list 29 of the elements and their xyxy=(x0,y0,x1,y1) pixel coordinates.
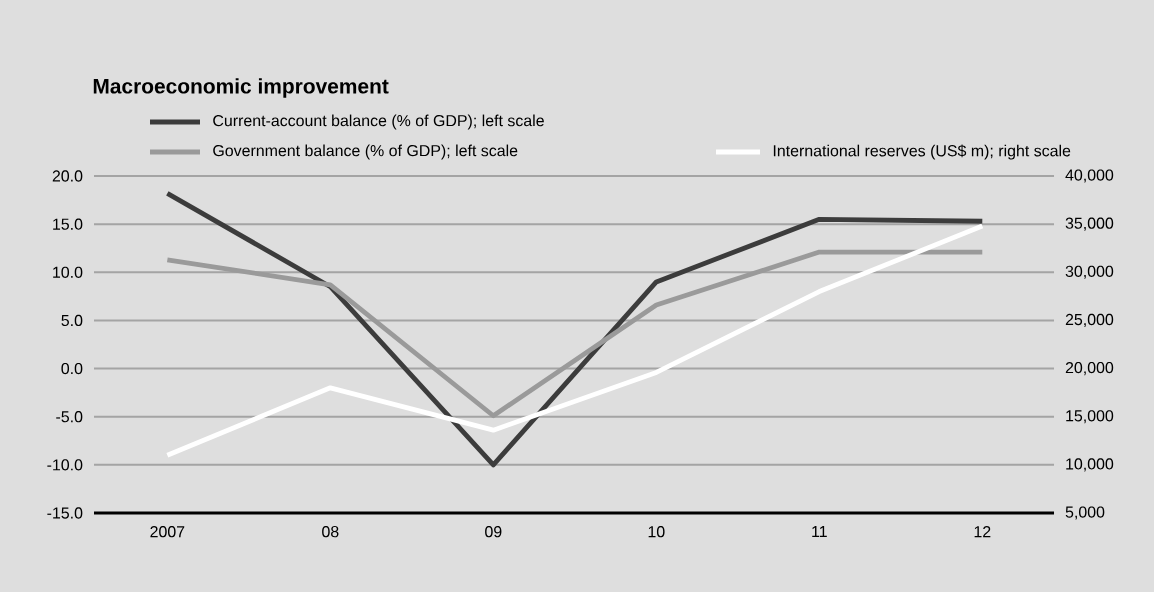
legend-label: Government balance (% of GDP); left scale xyxy=(213,144,518,160)
y-tick-label: 15.0 xyxy=(53,218,83,230)
y2-tick-label: 40,000 xyxy=(1065,169,1114,183)
y-tick-label: -5.0 xyxy=(56,411,83,423)
x-tick-label: 12 xyxy=(974,526,991,538)
y2-tick-label: 10,000 xyxy=(1066,458,1114,472)
chart-title: Macroeconomic improvement xyxy=(93,78,389,98)
y2-tick-label: 5,000 xyxy=(1065,506,1105,520)
x-tick-label: 11 xyxy=(812,526,827,538)
line-series xyxy=(164,223,985,458)
y-tick-label: -10.0 xyxy=(47,459,83,471)
y2-tick-label: 30,000 xyxy=(1065,265,1114,279)
line-series xyxy=(164,249,985,419)
y-tick-label: 20.0 xyxy=(52,170,83,182)
y2-tick-label: 15,000 xyxy=(1066,410,1114,424)
y-tick-label: 0.0 xyxy=(61,362,83,375)
y-tick-label: 5.0 xyxy=(61,314,83,327)
y2-tick-label: 35,000 xyxy=(1065,217,1114,231)
x-tick-label: 09 xyxy=(485,526,502,538)
x-tick-label: 08 xyxy=(322,526,339,538)
y-tick-label: -15.0 xyxy=(47,507,83,519)
x-tick-label: 10 xyxy=(648,526,665,538)
y-tick-label: 10.0 xyxy=(53,266,83,278)
legend-label: Current-account balance (% of GDP); left scale xyxy=(213,114,544,130)
legend-label: International reserves (US$ m); right scale xyxy=(773,144,1071,160)
y2-tick-label: 25,000 xyxy=(1065,313,1114,327)
line-series xyxy=(164,190,985,468)
y2-tick-label: 20,000 xyxy=(1065,361,1114,376)
x-tick-label: 2007 xyxy=(150,526,185,538)
